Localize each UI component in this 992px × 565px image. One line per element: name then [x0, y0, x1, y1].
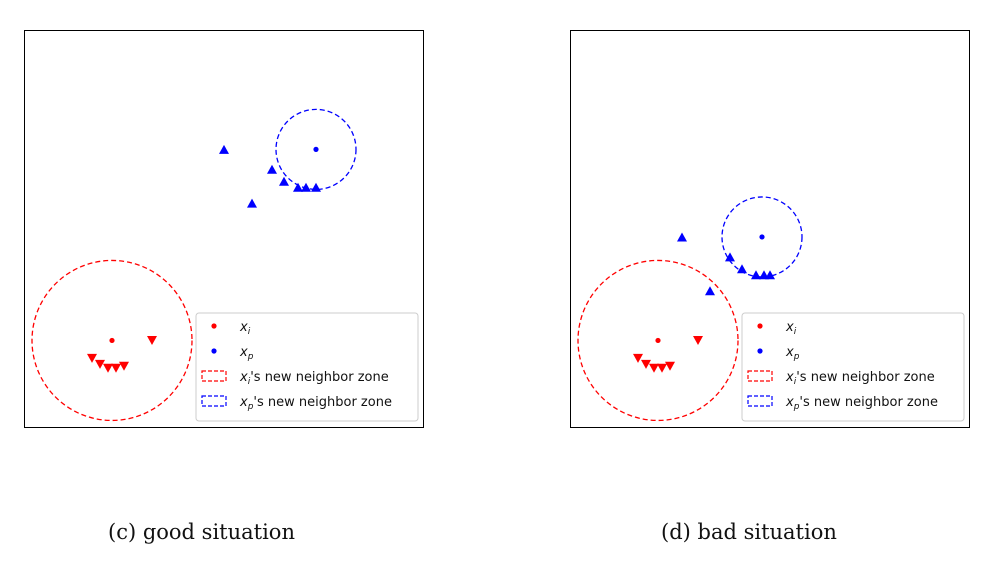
- neighbor-marker-down: [103, 363, 113, 373]
- legend-box: [741, 312, 965, 422]
- neighbor-marker-down: [111, 363, 121, 373]
- neighbor-marker-down: [87, 353, 97, 363]
- xi-point: [655, 337, 661, 344]
- neighbor-marker-up: [279, 176, 289, 186]
- neighbor-marker-down: [95, 359, 105, 369]
- neighbor-marker-down: [633, 353, 643, 363]
- neighbor-marker-down: [649, 363, 659, 373]
- caption-c: (c) good situation: [108, 520, 295, 544]
- xi-neighbor-zone-circle: [577, 259, 739, 422]
- legend: xi xp xi's new neighbor zone xp's new neigh…: [195, 312, 419, 422]
- xi-neighbor-zone-circle: [31, 259, 193, 422]
- neighbor-marker-up: [301, 182, 311, 192]
- legend-dot-marker: [211, 348, 217, 354]
- neighbor-marker-up: [725, 252, 735, 262]
- scatter-panel-d: xi xp xi's new neighbor zone xp's new neigh…: [570, 30, 970, 428]
- neighbor-marker-down: [641, 359, 651, 369]
- legend-box: [195, 312, 419, 422]
- legend-dashed-box-marker: [747, 395, 773, 407]
- neighbor-marker-up: [311, 182, 321, 192]
- legend-dashed-box-marker: [747, 370, 773, 382]
- xp-point: [759, 234, 765, 240]
- neighbor-marker-up: [751, 270, 761, 280]
- legend-dot-marker: [211, 323, 217, 329]
- neighbor-marker-down: [119, 361, 129, 371]
- caption-d: (d) bad situation: [661, 520, 837, 544]
- neighbor-marker-up: [293, 182, 303, 192]
- neighbor-marker-down: [657, 363, 667, 373]
- neighbor-marker-up: [737, 264, 747, 274]
- legend-label: xp: [239, 345, 254, 362]
- neighbor-marker-down: [147, 335, 157, 345]
- legend-label: xi: [239, 320, 251, 337]
- neighbor-marker-down: [665, 361, 675, 371]
- legend-dot-marker: [757, 348, 763, 354]
- legend-dot-marker: [757, 323, 763, 329]
- xp-point: [313, 146, 319, 152]
- legend-dashed-box-marker: [201, 395, 227, 407]
- xp-neighbor-zone-circle: [275, 108, 357, 191]
- neighbor-marker-up: [705, 286, 715, 296]
- legend-label: xp: [785, 345, 800, 362]
- xi-point: [109, 337, 115, 344]
- legend: xi xp xi's new neighbor zone xp's new neigh…: [741, 312, 965, 422]
- scatter-panel-c: xi xp xi's new neighbor zone xp's new neigh…: [24, 30, 424, 428]
- legend-label: xp's new neighbor zone: [785, 395, 938, 412]
- xp-neighbor-zone-circle: [721, 196, 803, 278]
- legend-dashed-box-marker: [201, 370, 227, 382]
- neighbor-marker-up: [677, 232, 687, 242]
- neighbor-marker-up: [267, 164, 277, 174]
- legend-label: xi's new neighbor zone: [785, 370, 935, 387]
- legend-label: xp's new neighbor zone: [239, 395, 392, 412]
- neighbor-marker-down: [693, 335, 703, 345]
- legend-label: xi's new neighbor zone: [239, 370, 389, 387]
- neighbor-marker-up: [765, 270, 775, 280]
- legend-label: xi: [785, 320, 797, 337]
- neighbor-marker-up: [247, 198, 257, 208]
- neighbor-marker-up: [219, 144, 229, 154]
